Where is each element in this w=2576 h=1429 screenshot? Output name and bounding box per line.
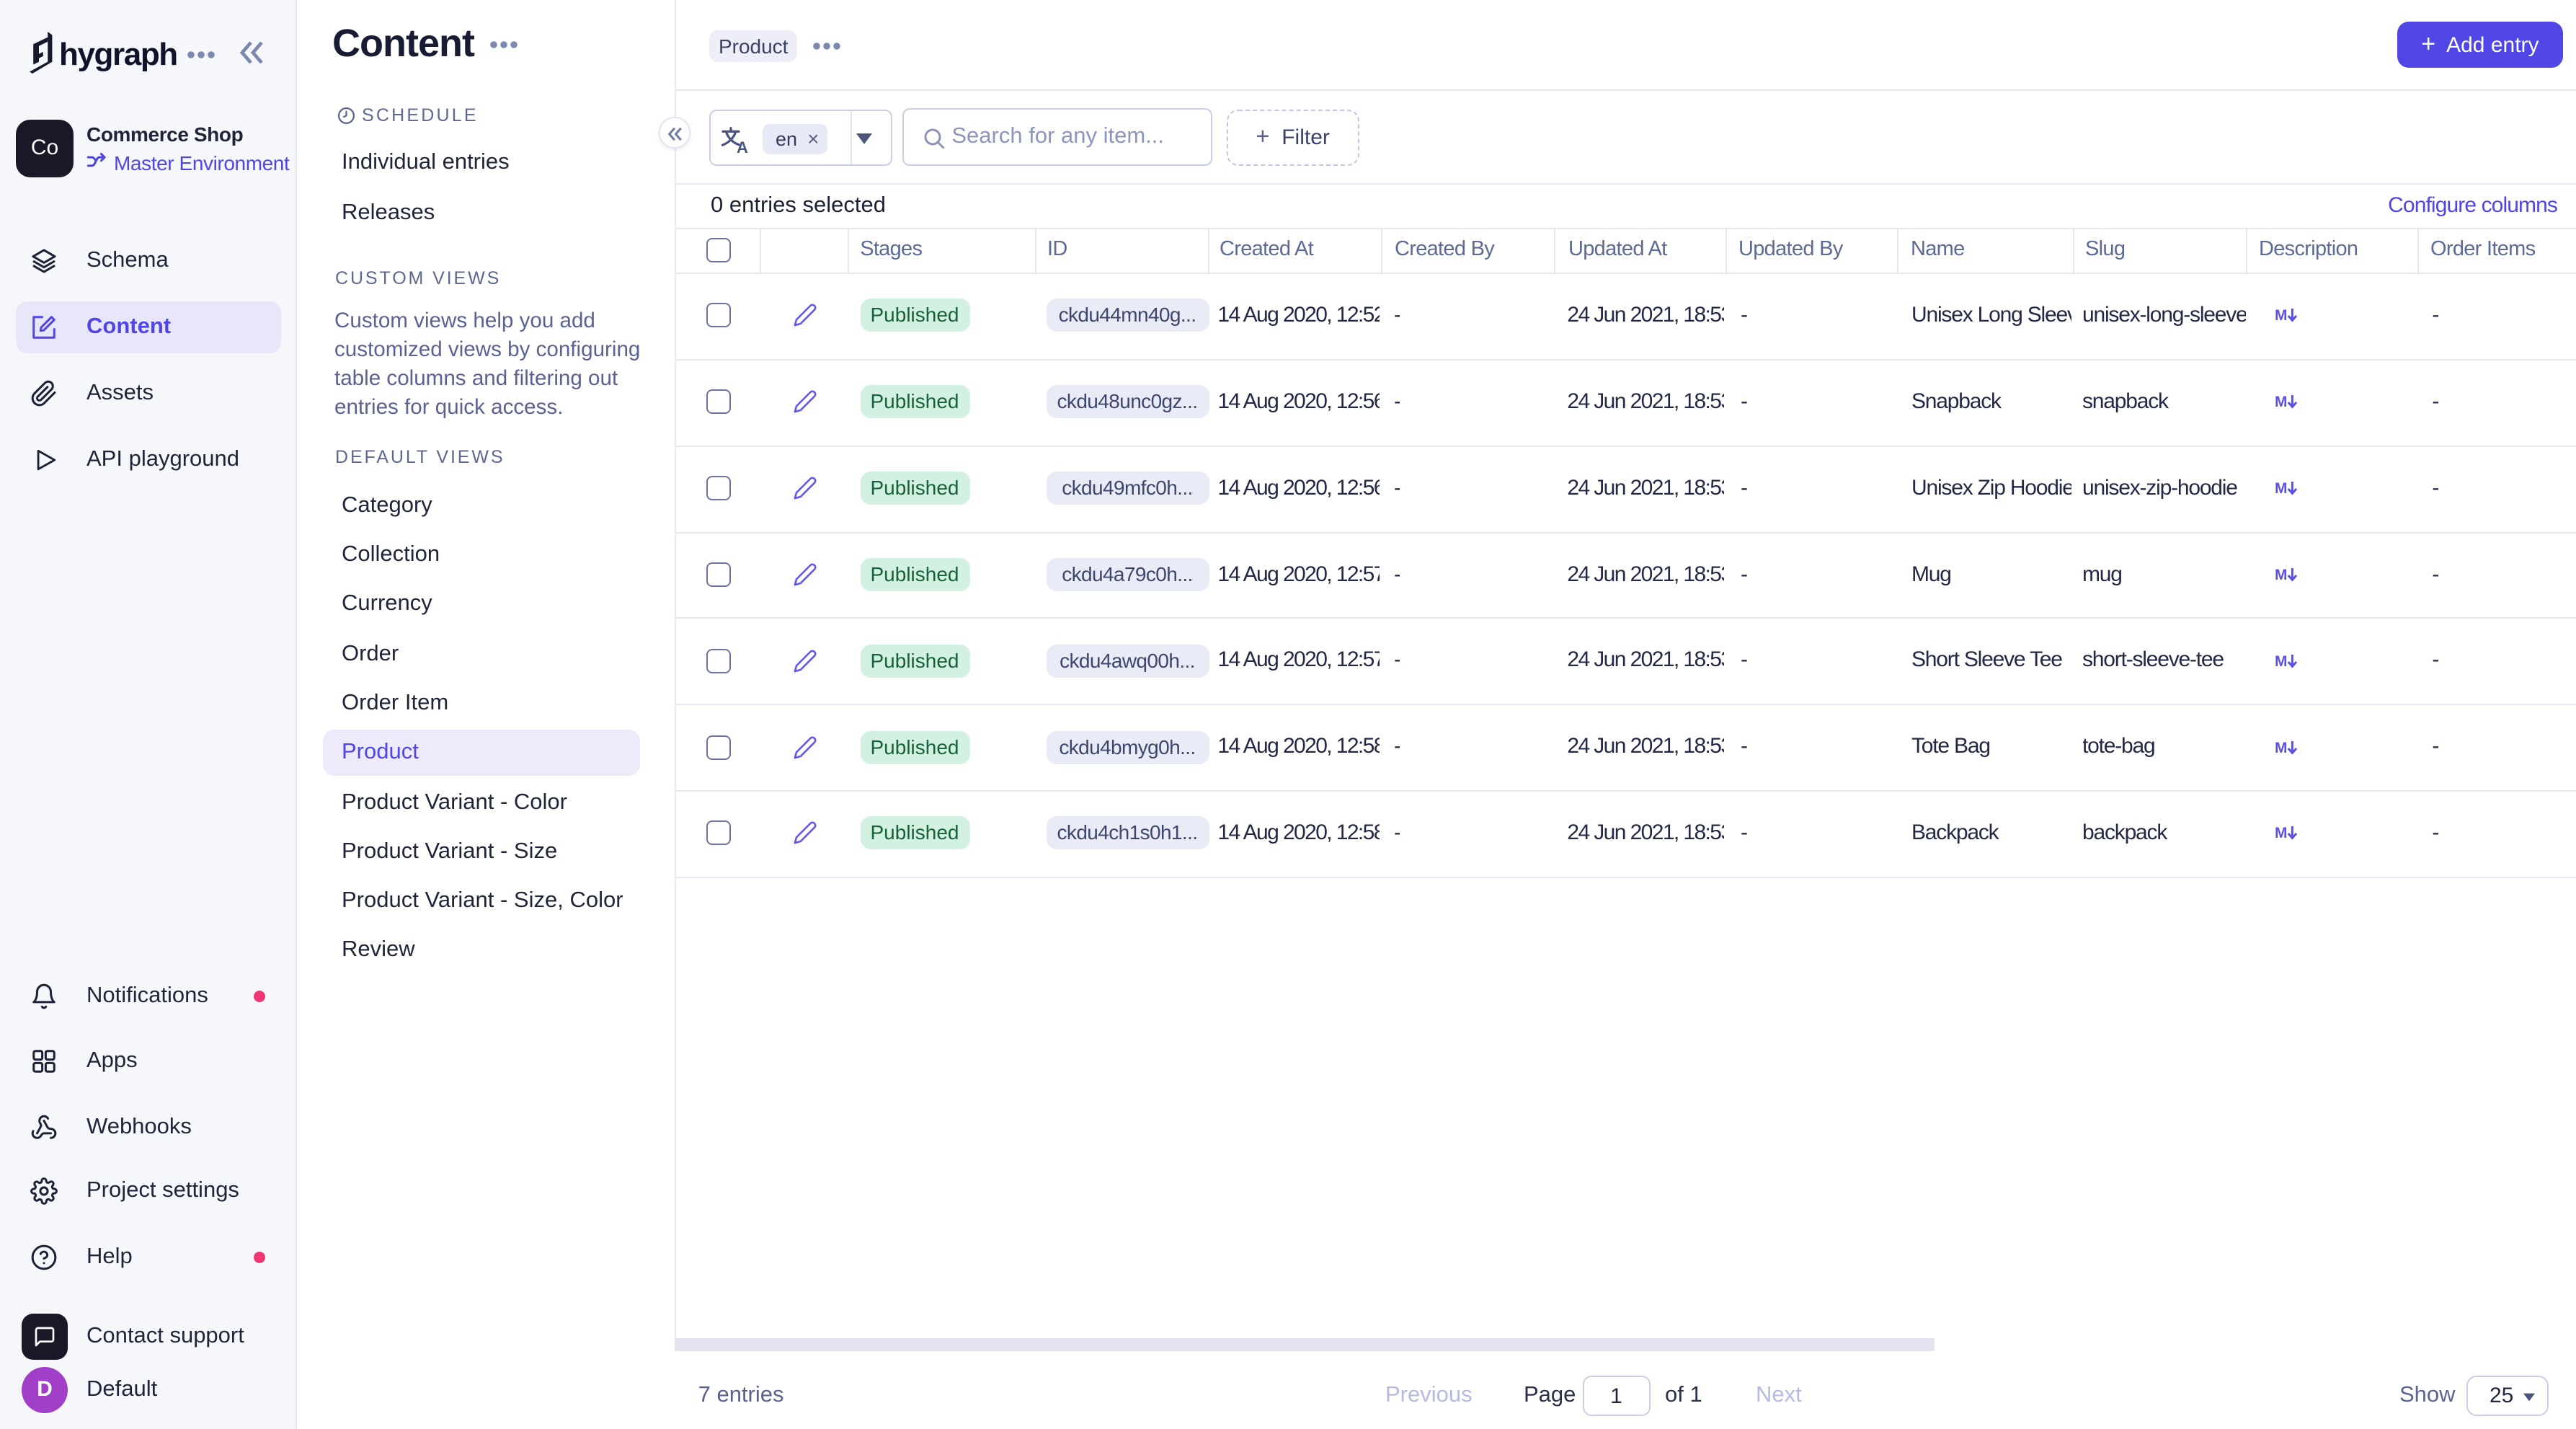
- svg-text:M: M: [2275, 739, 2288, 755]
- svg-text:M: M: [2275, 394, 2288, 410]
- svg-text:M: M: [2275, 308, 2288, 324]
- svg-text:A: A: [737, 138, 748, 154]
- svg-text:M: M: [2275, 567, 2288, 583]
- svg-text:M: M: [2275, 652, 2288, 668]
- svg-text:M: M: [2275, 826, 2288, 841]
- svg-text:M: M: [2275, 480, 2288, 496]
